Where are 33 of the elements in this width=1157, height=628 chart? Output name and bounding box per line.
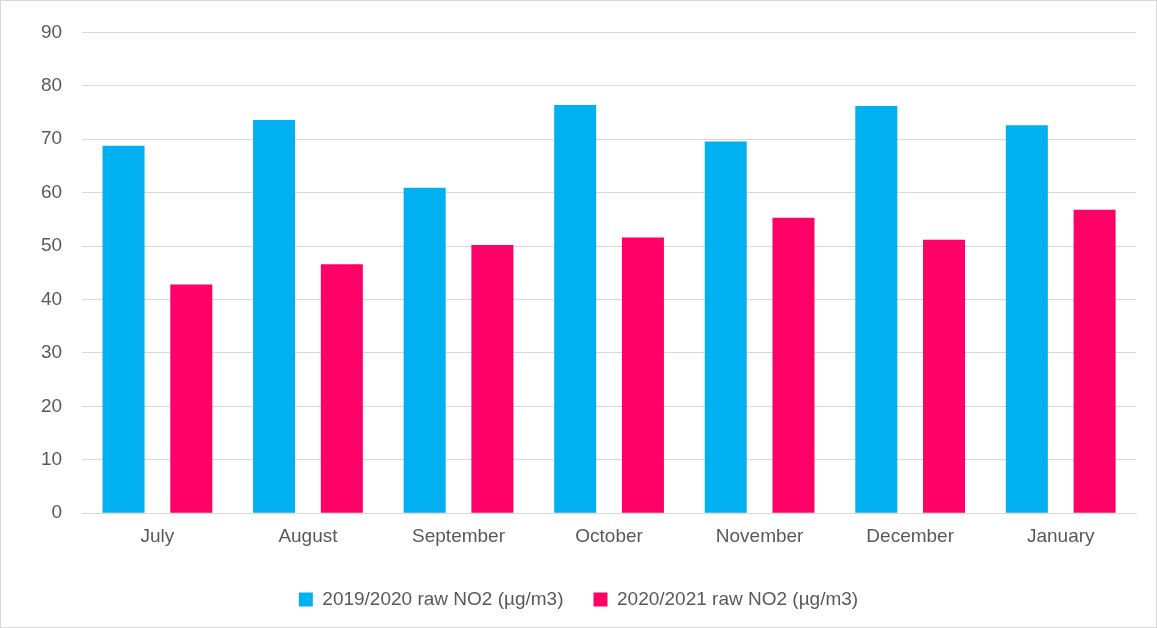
x-tick-label: September bbox=[412, 524, 506, 546]
bar bbox=[1005, 125, 1048, 513]
bar bbox=[471, 245, 514, 513]
bar bbox=[403, 187, 446, 513]
legend-label: 2020/2021 raw NO2 (µg/m3) bbox=[617, 587, 859, 609]
y-tick-label: 60 bbox=[40, 180, 63, 202]
bar bbox=[855, 106, 898, 513]
x-tick-label: October bbox=[575, 524, 644, 546]
x-tick-label: August bbox=[278, 524, 339, 546]
bar bbox=[320, 264, 363, 513]
bar bbox=[1073, 209, 1116, 513]
bar bbox=[102, 145, 145, 513]
x-tick-label: July bbox=[140, 524, 175, 546]
bar bbox=[253, 120, 296, 513]
bar bbox=[923, 239, 966, 513]
y-tick-label: 10 bbox=[40, 448, 63, 470]
bar bbox=[704, 141, 747, 513]
y-tick-label: 40 bbox=[40, 287, 63, 309]
bar bbox=[170, 284, 213, 513]
bar bbox=[772, 217, 815, 513]
y-tick-label: 0 bbox=[51, 501, 63, 523]
y-tick-label: 30 bbox=[40, 341, 63, 363]
legend-label: 2019/2020 raw NO2 (µg/m3) bbox=[322, 587, 564, 609]
x-tick-label: January bbox=[1026, 524, 1096, 546]
bar bbox=[621, 237, 664, 513]
x-tick-label: November bbox=[715, 524, 805, 546]
y-tick-label: 20 bbox=[40, 394, 63, 416]
y-tick-label: 90 bbox=[40, 20, 63, 42]
y-tick-label: 70 bbox=[40, 127, 63, 149]
y-tick-label: 80 bbox=[40, 74, 63, 96]
x-tick-label: December bbox=[866, 524, 955, 546]
y-tick-label: 50 bbox=[40, 234, 63, 256]
bar bbox=[554, 105, 597, 513]
